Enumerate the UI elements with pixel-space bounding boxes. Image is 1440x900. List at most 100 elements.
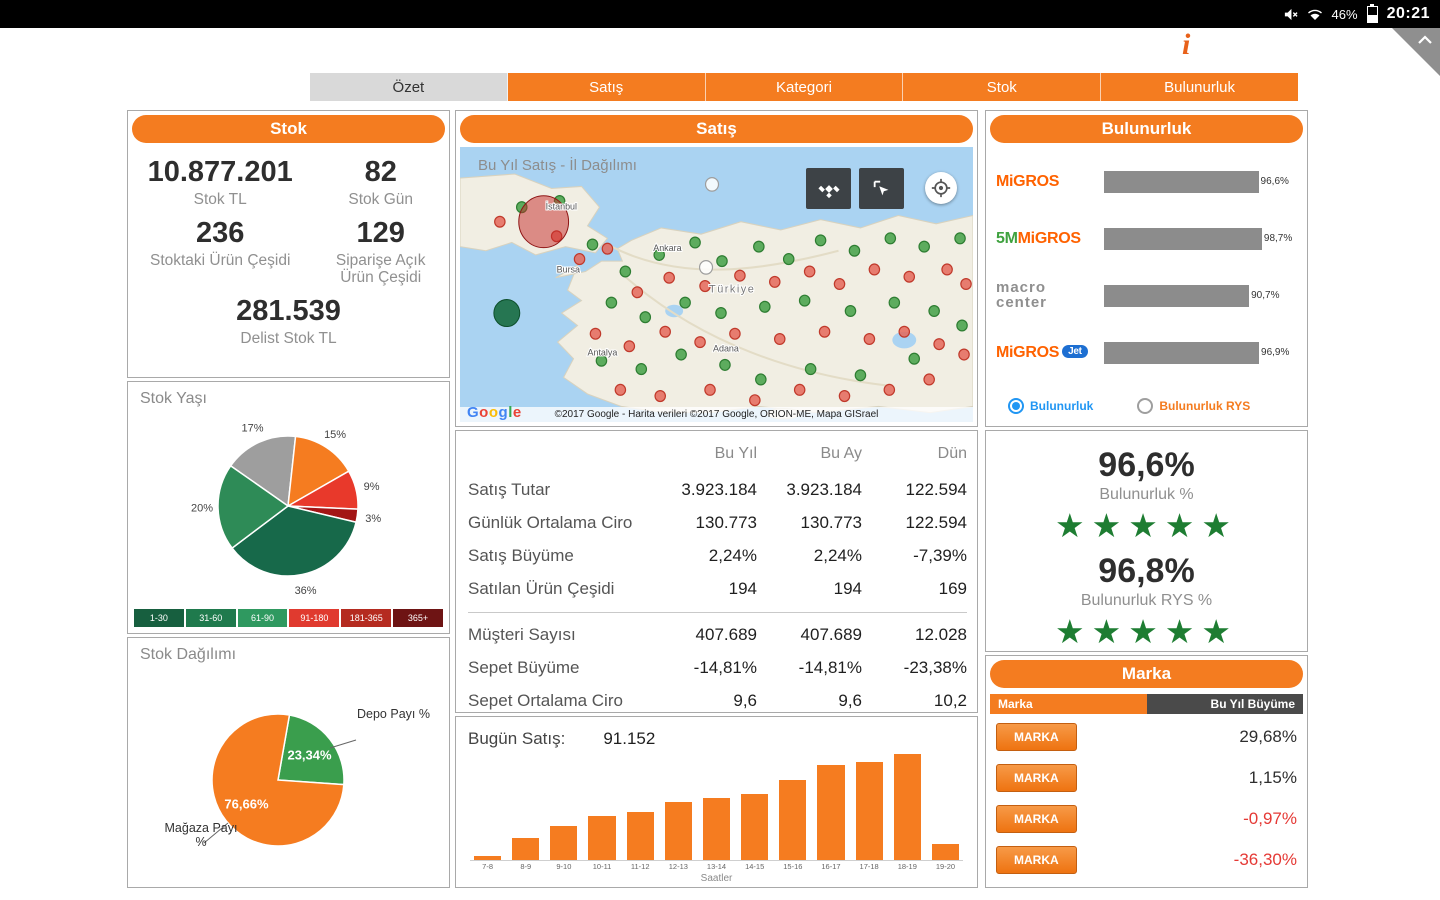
tab-özet[interactable]: Özet xyxy=(310,73,508,101)
hour-bar[interactable] xyxy=(931,843,960,860)
sales-dot-red[interactable] xyxy=(663,271,675,284)
sales-dot-green[interactable] xyxy=(928,304,940,317)
sales-dot-red[interactable] xyxy=(868,263,881,276)
pie-slice[interactable] xyxy=(217,464,290,550)
sales-dot-red[interactable] xyxy=(768,275,781,288)
sales-dot-green[interactable] xyxy=(844,304,857,317)
hour-bar[interactable] xyxy=(741,793,769,860)
sales-dot-red[interactable] xyxy=(833,277,846,291)
sales-dot-green[interactable] xyxy=(679,296,691,309)
sales-dot-green[interactable] xyxy=(798,294,811,307)
sales-dot-green[interactable] xyxy=(804,363,817,376)
pie-slice[interactable] xyxy=(287,435,350,508)
hour-bar[interactable] xyxy=(474,855,502,860)
pie-slice[interactable] xyxy=(231,505,357,577)
sales-dot-green[interactable] xyxy=(639,311,652,324)
sales-dot-green[interactable] xyxy=(918,240,930,253)
hour-bar[interactable] xyxy=(855,762,883,860)
sales-dot-red[interactable] xyxy=(614,383,627,396)
marka-button[interactable]: MARKA xyxy=(996,763,1077,792)
sales-dot-red[interactable] xyxy=(898,325,911,338)
sales-dot-red[interactable] xyxy=(623,340,636,353)
hour-bar[interactable] xyxy=(817,764,845,860)
pie-slice[interactable] xyxy=(229,435,297,508)
sales-dot-red[interactable] xyxy=(773,332,786,346)
info-icon[interactable]: i xyxy=(1182,28,1191,61)
hour-bar[interactable] xyxy=(588,815,616,860)
sales-dot-red[interactable] xyxy=(958,348,970,361)
hour-bar[interactable] xyxy=(893,754,921,860)
sales-dot-red[interactable] xyxy=(803,265,816,278)
select-area-button[interactable] xyxy=(859,168,904,209)
sales-dot-green[interactable] xyxy=(653,248,666,261)
sales-dot-red[interactable] xyxy=(749,394,761,407)
sales-dot-red[interactable] xyxy=(654,390,666,403)
sales-dot-red[interactable] xyxy=(941,263,953,276)
hour-bar[interactable] xyxy=(550,825,578,860)
satellite-button[interactable] xyxy=(806,168,851,209)
sales-dot-red[interactable] xyxy=(694,336,706,349)
sales-dot-red[interactable] xyxy=(923,373,935,386)
sales-dot-green[interactable] xyxy=(908,352,921,365)
sales-dot-green[interactable] xyxy=(635,363,648,376)
sales-dot-red[interactable] xyxy=(818,325,831,338)
marka-button[interactable]: MARKA xyxy=(996,805,1077,834)
sales-dot-red[interactable] xyxy=(933,338,945,351)
radio-bulunurluk-rys[interactable]: Bulunurluk RYS xyxy=(1137,398,1250,414)
hour-bar[interactable] xyxy=(779,779,807,860)
sales-dot-green[interactable] xyxy=(782,253,795,266)
sales-dot-green[interactable] xyxy=(605,296,618,309)
sales-dot-green[interactable] xyxy=(675,348,687,361)
sales-dot-green[interactable] xyxy=(888,296,901,309)
sales-dot-green[interactable] xyxy=(689,236,701,249)
sales-dot-green[interactable] xyxy=(716,255,728,268)
sales-dot-red[interactable] xyxy=(631,286,644,299)
tab-kategori[interactable]: Kategori xyxy=(705,73,904,101)
marka-button[interactable]: MARKA xyxy=(996,722,1077,751)
sales-dot-red[interactable] xyxy=(903,270,916,283)
sales-dot-red[interactable] xyxy=(589,327,602,340)
map-container[interactable]: Bu Yıl Satış - İl Dağılımı İstanbul Bursa… xyxy=(460,147,973,422)
hour-bar[interactable] xyxy=(626,811,654,860)
sales-dot-red[interactable] xyxy=(704,383,716,396)
hour-bar[interactable] xyxy=(512,837,540,860)
sales-dot-green[interactable] xyxy=(619,265,632,278)
tab-satış[interactable]: Satış xyxy=(507,73,706,101)
my-location-button[interactable] xyxy=(925,172,957,204)
pie-slice[interactable] xyxy=(211,713,345,847)
sales-dot-green[interactable] xyxy=(854,369,867,382)
sales-dot-red[interactable] xyxy=(729,327,741,340)
hour-bar[interactable] xyxy=(702,797,731,860)
sales-dot-red[interactable] xyxy=(573,253,586,266)
sales-dot-red[interactable] xyxy=(883,383,896,396)
tab-stok[interactable]: Stok xyxy=(903,73,1102,101)
sales-dot-red[interactable] xyxy=(793,383,806,396)
sales-dot-red[interactable] xyxy=(734,269,746,282)
sales-dot-green[interactable] xyxy=(586,238,599,251)
sales-dot-red[interactable] xyxy=(863,332,876,346)
pull-handle-icon[interactable] xyxy=(1415,33,1435,47)
sales-dot-green[interactable] xyxy=(719,358,731,371)
hour-bar[interactable] xyxy=(664,801,692,860)
sales-dot-green[interactable] xyxy=(884,232,897,245)
city-marker[interactable] xyxy=(704,176,720,192)
sales-dot-red[interactable] xyxy=(699,280,711,293)
sales-dot-green[interactable] xyxy=(595,354,608,367)
sales-dot-red[interactable] xyxy=(838,390,851,403)
sales-dot-green[interactable] xyxy=(753,240,765,253)
sales-cluster-marker[interactable] xyxy=(493,299,521,328)
sales-dot-green[interactable] xyxy=(848,244,861,257)
sales-dot-green[interactable] xyxy=(956,319,968,332)
sales-dot-red[interactable] xyxy=(601,242,614,255)
marka-button[interactable]: MARKA xyxy=(996,846,1077,875)
city-marker[interactable] xyxy=(698,260,714,275)
sales-dot-green[interactable] xyxy=(759,300,771,313)
sales-dot-red[interactable] xyxy=(960,277,972,291)
sales-dot-green[interactable] xyxy=(715,307,727,320)
sales-dot-green[interactable] xyxy=(755,373,767,386)
pie-slice[interactable] xyxy=(277,714,345,786)
sales-dot-green[interactable] xyxy=(954,232,966,245)
sales-dot-green[interactable] xyxy=(814,234,827,247)
sales-dot-red[interactable] xyxy=(494,215,506,228)
sales-dot-red[interactable] xyxy=(659,325,671,338)
